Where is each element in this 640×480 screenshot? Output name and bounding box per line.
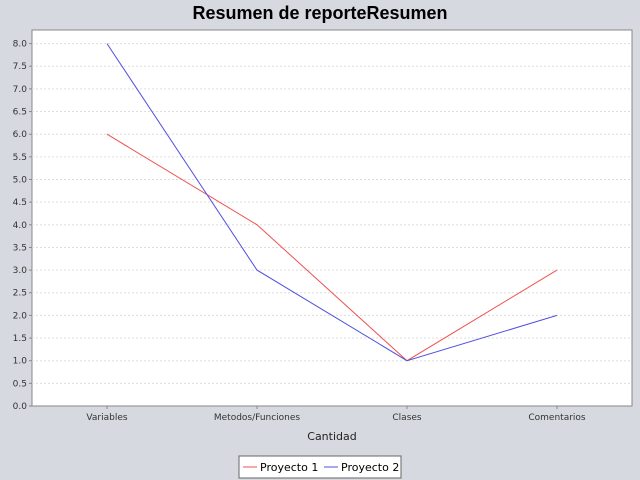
y-tick-label: 1.5 bbox=[13, 334, 27, 344]
y-axis-ticks: 0.0 0.5 1.0 1.5 2.0 2.5 3.0 3.5 4.0 4.5 5.0 5.5 6.0 6… bbox=[13, 40, 32, 412]
y-tick-label: 4.0 bbox=[13, 221, 28, 231]
x-axis-label: Cantidad bbox=[307, 430, 356, 443]
y-tick-label: 3.0 bbox=[13, 266, 28, 276]
legend-label-proyecto-2: Proyecto 2 bbox=[341, 461, 399, 474]
x-tick-label: Clases bbox=[392, 413, 422, 423]
series-lines bbox=[106, 43, 558, 362]
x-tick-label: Variables bbox=[86, 413, 127, 423]
x-tick-label: Comentarios bbox=[528, 413, 586, 423]
y-tick-label: 0.5 bbox=[13, 379, 27, 389]
series-line-2 bbox=[106, 43, 558, 362]
y-tick-label: 4.5 bbox=[13, 198, 27, 208]
y-tick-label: 7.5 bbox=[13, 62, 27, 72]
y-tick-label: 8.0 bbox=[13, 40, 28, 50]
legend: Proyecto 1 Proyecto 2 bbox=[238, 455, 402, 479]
y-tick-label: 3.5 bbox=[13, 243, 27, 253]
y-tick-label: 7.0 bbox=[13, 85, 28, 95]
y-tick-label: 5.0 bbox=[13, 175, 28, 185]
y-tick-label: 1.0 bbox=[13, 357, 28, 367]
y-tick-label: 2.5 bbox=[13, 289, 27, 299]
plot-area bbox=[31, 29, 633, 407]
x-tick-label: Metodos/Funciones bbox=[214, 413, 301, 423]
y-tick-label: 2.0 bbox=[13, 311, 28, 321]
y-tick-label: 0.0 bbox=[13, 402, 28, 412]
legend-box bbox=[238, 455, 402, 479]
x-axis-ticks: Variables Metodos/Funciones Clases Comentar… bbox=[86, 406, 586, 423]
y-tick-label: 5.5 bbox=[13, 153, 27, 163]
chart-title: Resumen de reporteResumen bbox=[192, 3, 447, 23]
y-tick-label: 6.0 bbox=[13, 130, 28, 140]
y-tick-label: 6.5 bbox=[13, 108, 27, 118]
legend-label-proyecto-1: Proyecto 1 bbox=[260, 461, 318, 474]
series-line-1 bbox=[106, 133, 558, 362]
